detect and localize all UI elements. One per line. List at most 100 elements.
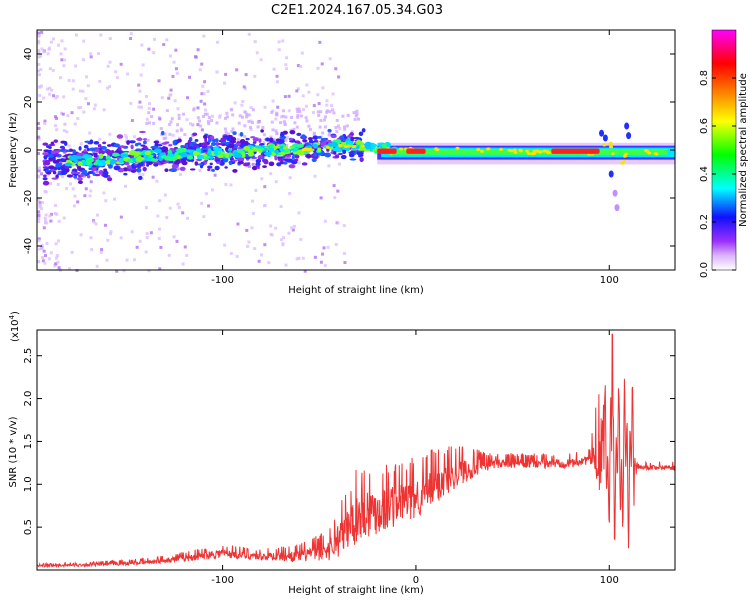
spectrogram-blob [334,154,340,159]
spectrogram-core [237,148,242,154]
spectrogram-blob [162,159,166,163]
spectrogram-peak [435,148,440,152]
spectrogram-speckle [40,47,44,51]
spectrogram-blob [358,131,364,137]
spectrogram-blob [55,162,62,168]
spectrogram-speckle [277,40,281,44]
spectrogram-blob [53,150,61,153]
spectrogram-core [69,155,76,161]
spectrogram-speckle [250,226,254,230]
spectrogram-speckle [282,120,286,124]
spectrogram-blob [161,148,168,153]
spectrogram-speckle [223,81,227,85]
spectrogram-speckle [336,189,340,193]
spectrogram-speckle [253,74,257,78]
spectrogram-speckle [63,47,67,51]
spectrogram-speckle [76,116,80,120]
spectrogram-blob [226,138,232,142]
spectrogram-speckle [282,236,286,240]
spectrogram-speckle [287,231,291,235]
spectrogram-speckle [153,37,157,41]
spectrogram-speckle [204,192,208,196]
spectrogram-blob [308,139,314,144]
spectrogram-speckle [247,119,251,123]
spectrogram-speckle [181,211,185,215]
spectrogram-speckle [106,86,110,90]
spectrogram-speckle [323,263,327,267]
spectrogram-speckle [251,162,255,166]
spectrogram-speckle [167,96,171,100]
spectrogram-speckle [295,125,299,129]
spectrogram-speckle [350,130,354,134]
spectrogram-speckle [284,138,288,142]
spectrogram-core [127,159,134,163]
spectrogram-core [153,148,162,154]
spectrogram-speckle [63,58,67,62]
spectrogram-blob [313,153,317,157]
spectrogram-blob [239,139,246,144]
spectrogram-peak [338,143,343,147]
spectrogram-speckle [233,101,237,105]
spectrogram-speckle [54,262,58,266]
spectrogram-blob [42,152,49,156]
spectrogram-core [64,162,73,167]
spectrogram-speckle [236,138,240,142]
spectrogram-blob [43,161,51,166]
spectrogram-speckle [204,108,208,112]
spectrogram-core [184,149,193,153]
spectrogram-blob [284,155,292,158]
spectrogram-speckle [345,124,349,128]
spectrogram-speckle [71,187,75,191]
spectrogram-speckle [165,109,169,113]
spectrogram-speckle [57,219,61,223]
spectrogram-speckle [37,62,41,66]
spectrogram-speckle [92,107,96,111]
spectrogram-speckle [292,224,296,228]
spectrogram-blob [153,140,160,144]
spectrogram-speckle [57,239,61,243]
spectrogram-speckle [241,99,245,103]
spectrogram-core [109,159,115,165]
spectrogram-speckle [49,251,53,255]
spectrogram-speckle [38,201,42,205]
spectrogram-speckle [247,240,251,244]
snr-ytick-label: 1.5 [23,433,34,449]
spectrogram-speckle [299,64,303,68]
spectrogram-speckle [38,205,42,209]
spectrogram-core [137,156,145,161]
spectrogram-speckle [196,116,200,120]
spectrogram-speckle [342,251,346,255]
snr-xtick-label: 100 [600,575,619,586]
spectrogram-core [205,155,211,159]
spectrogram-speckle [152,121,156,125]
spectrogram-blob [279,132,285,138]
spectrogram-speckle [343,127,347,131]
spectrogram-blob [317,136,322,139]
spectrogram-blob [51,177,59,180]
spectrogram-speckle [159,245,163,249]
spectrogram-speckle [37,39,41,43]
spectrogram-speckle [333,196,337,200]
spectrogram-speckle [42,249,46,253]
spectrogram-speckle [61,112,65,116]
spectrogram-blob [70,171,76,175]
spectrogram-speckle [277,48,281,52]
spectrogram-speckle [66,114,70,118]
spectrogram-speckle [229,108,233,112]
spectrogram-speckle [168,206,172,210]
spectrogram-speckle [41,259,45,263]
spectrogram-speckle [271,99,275,103]
spectrogram-blob [224,166,228,169]
spectrogram-speckle [299,237,303,241]
spectrogram-blob [258,138,262,143]
spectrogram-core [224,152,230,159]
spectrogram-speckle [193,157,197,161]
spectrogram-xlabel: Height of straight line (km) [288,285,424,296]
spectrogram-speckle [38,54,42,58]
spectrogram-speckle [181,262,185,266]
spectrogram-peak [623,152,628,156]
spectrogram-core [135,151,140,156]
spectrogram-speckle [243,110,247,114]
spectrogram-speckle [63,122,67,126]
snr-series-line [36,333,676,569]
